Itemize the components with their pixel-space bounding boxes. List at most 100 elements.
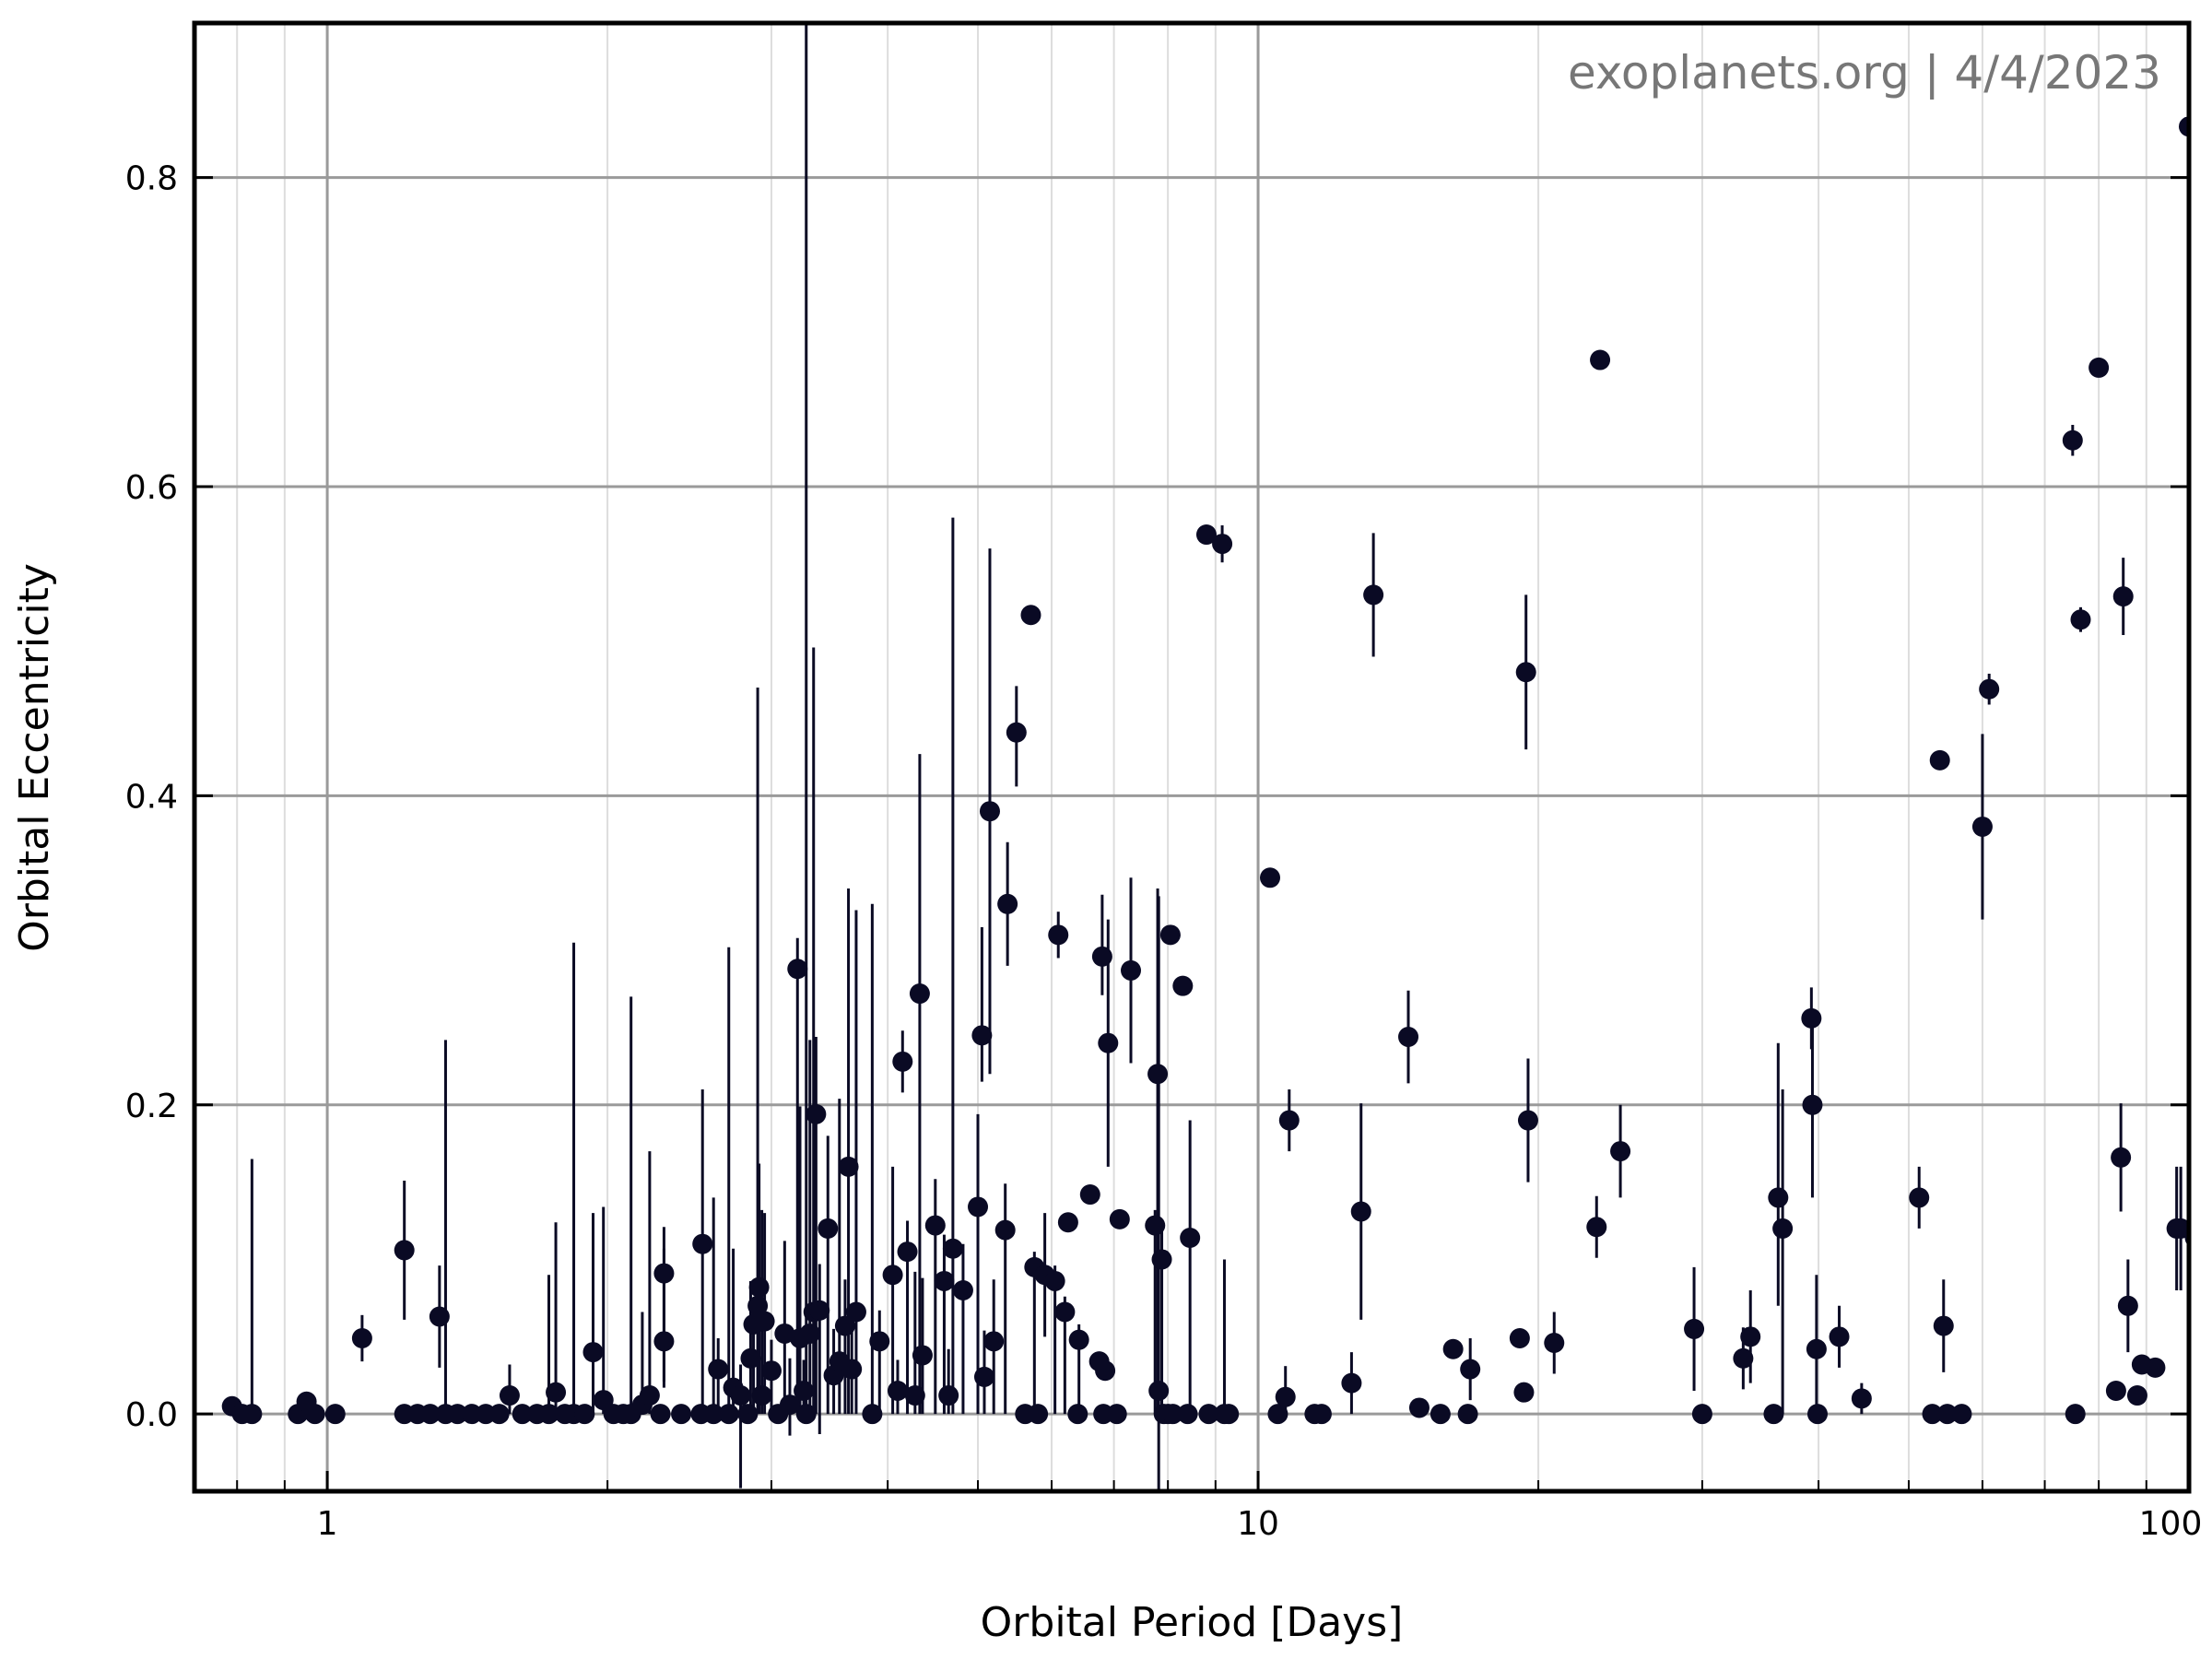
data-point [2117, 1295, 2138, 1316]
data-point [2065, 1404, 2086, 1425]
data-point [841, 1359, 863, 1380]
y-tick-label: 0.4 [125, 778, 178, 816]
data-point [574, 1404, 595, 1425]
data-point [1398, 1027, 1419, 1048]
data-point [1929, 749, 1950, 771]
data-point [754, 1311, 775, 1332]
data-point [1509, 1327, 1530, 1348]
data-point [324, 1404, 346, 1425]
data-point [1121, 959, 1142, 981]
data-point [488, 1404, 510, 1425]
data-point [1159, 924, 1181, 946]
data-point [718, 1404, 739, 1425]
data-point [1151, 1249, 1172, 1270]
data-point [979, 801, 1000, 822]
data-point [892, 1051, 913, 1072]
data-point [1006, 722, 1027, 743]
data-point [1091, 946, 1112, 967]
data-point [1772, 1218, 1794, 1239]
data-point [1145, 1215, 1166, 1236]
data-point [1515, 662, 1536, 683]
data-point [1275, 1386, 1296, 1407]
data-point [1829, 1326, 1850, 1347]
data-point [1278, 1110, 1300, 1131]
data-point [639, 1385, 660, 1406]
data-point [671, 1404, 692, 1425]
data-point [737, 1404, 759, 1425]
data-point [730, 1385, 751, 1406]
data-point [1198, 1404, 1219, 1425]
data-point [1740, 1326, 1761, 1347]
data-point [1763, 1404, 1784, 1425]
data-point [1442, 1338, 1464, 1359]
data-point [997, 893, 1018, 914]
data-point [818, 1218, 839, 1239]
x-axis-title: Orbital Period [Days] [981, 1599, 1404, 1646]
data-point [1044, 1270, 1065, 1291]
data-point [1095, 1360, 1116, 1382]
data-point [971, 1025, 993, 1046]
data-point [909, 983, 930, 1005]
data-point [1909, 1187, 1930, 1208]
grid-lines [194, 23, 2189, 1491]
data-point [1267, 1404, 1288, 1425]
data-point [952, 1280, 973, 1301]
data-point [1951, 1404, 1972, 1425]
data-point [869, 1331, 890, 1352]
data-point [1979, 678, 2000, 700]
data-point [938, 1385, 959, 1406]
data-point [2126, 1385, 2147, 1406]
data-point [1148, 1381, 1170, 1402]
data-point [1610, 1141, 1631, 1162]
data-point [1048, 924, 1069, 946]
data-point [1341, 1372, 1362, 1394]
data-point [429, 1306, 450, 1327]
data-point [904, 1385, 925, 1406]
data-point [593, 1390, 614, 1411]
data-point [1586, 1217, 1607, 1238]
data-point [968, 1196, 989, 1218]
data-point [845, 1301, 866, 1323]
data-point [834, 1315, 855, 1336]
data-point [1028, 1404, 1049, 1425]
data-point [787, 959, 808, 980]
data-point [650, 1404, 671, 1425]
data-point [419, 1404, 441, 1425]
data-point [2070, 609, 2091, 630]
data-point [1684, 1318, 1705, 1339]
data-point [538, 1404, 559, 1425]
data-point [1457, 1404, 1478, 1425]
data-point [1408, 1397, 1430, 1418]
data-point [512, 1404, 533, 1425]
y-tick-label: 0.6 [125, 469, 178, 507]
data-point [1933, 1315, 1954, 1336]
data-point [751, 1385, 772, 1406]
data-point [799, 1323, 820, 1344]
data-point [897, 1241, 918, 1263]
data-point [1020, 605, 1041, 626]
data-point [2112, 586, 2134, 607]
data-point [1430, 1404, 1451, 1425]
data-point [2062, 429, 2083, 451]
data-point [1195, 524, 1217, 546]
axis-ticks: 1 10 100 0.0 0.2 0.4 0.6 0.8 [125, 160, 2203, 1543]
data-point [546, 1382, 567, 1403]
data-point [862, 1404, 883, 1425]
data-point [795, 1404, 817, 1425]
data-points [221, 116, 2189, 1425]
data-point [740, 1347, 761, 1369]
data-point [1147, 1064, 1169, 1085]
data-point [241, 1404, 263, 1425]
data-point [983, 1331, 1005, 1352]
data-point [2111, 1147, 2132, 1168]
data-point [973, 1366, 994, 1387]
y-tick-label: 0.2 [125, 1088, 178, 1125]
data-point [1971, 816, 1993, 837]
data-point [1109, 1208, 1130, 1230]
data-point [806, 1103, 827, 1124]
data-point [1180, 1227, 1201, 1248]
data-point [838, 1156, 859, 1177]
data-point [1079, 1184, 1100, 1206]
data-point [1733, 1347, 1754, 1369]
data-point [794, 1381, 815, 1402]
